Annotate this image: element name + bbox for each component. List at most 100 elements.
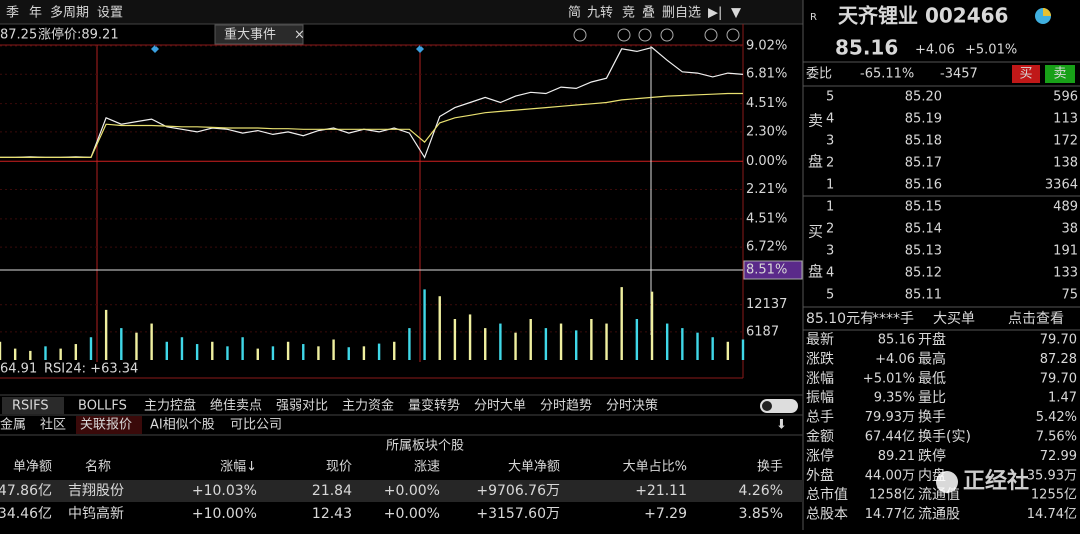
stat-label: 最高	[918, 350, 946, 367]
volume-bar	[650, 291, 654, 360]
volume-bar	[347, 347, 350, 360]
indicator-tab[interactable]: 主力资金	[342, 398, 394, 414]
table-cell: +21.11	[635, 483, 687, 499]
indicator-tab[interactable]: 绝佳卖点	[210, 398, 262, 414]
volume-bar	[302, 344, 305, 360]
toolbar-item: 叠	[642, 6, 655, 21]
book-price: 85.18	[905, 134, 942, 149]
book-price: 85.12	[905, 266, 942, 281]
y-tick-label: 8.51%	[746, 263, 787, 278]
icon[interactable]: ▼	[731, 6, 741, 21]
toolbar-item: 竞	[622, 5, 635, 21]
related-tab[interactable]: 金属	[0, 417, 26, 433]
volume-bar	[180, 337, 184, 360]
stat-label: 流通股	[918, 507, 960, 523]
indicator-tab[interactable]: 主力控盘	[144, 398, 196, 414]
stat-label: 换手(实)	[918, 428, 971, 445]
sell-button[interactable]	[1045, 65, 1075, 83]
indicator-tab[interactable]: 量变转势	[408, 398, 460, 414]
volume-bar	[135, 332, 138, 360]
stat-label: 最新	[806, 332, 834, 348]
book-level: 5	[826, 90, 834, 105]
buy-button[interactable]	[1012, 65, 1040, 83]
volume-bar	[44, 346, 47, 360]
book-volume: 113	[1053, 112, 1078, 127]
price-line	[0, 92, 743, 158]
volume-bar	[468, 314, 472, 360]
stat-value: 14.74亿	[1027, 507, 1077, 522]
tool-icons	[573, 28, 740, 42]
book-price: 85.11	[905, 288, 942, 303]
volume-bar	[408, 328, 411, 360]
stat-value: 5.42%	[1036, 410, 1077, 425]
indicator-tab[interactable]: 分时趋势	[540, 398, 592, 414]
book-level: 3	[826, 244, 834, 259]
weicha: -3457	[940, 67, 978, 82]
icon[interactable]: ▶|	[708, 6, 722, 21]
volume-bar	[681, 328, 684, 360]
stat-label: 金额	[806, 429, 834, 445]
table-cell: 21.84	[312, 483, 352, 499]
big-order-text: 大买单	[933, 311, 975, 327]
volume-bar	[590, 319, 593, 360]
book-side-label: 盘	[808, 263, 823, 281]
close-icon[interactable]: ×	[294, 28, 305, 43]
market-flag: R	[810, 12, 817, 23]
book-level: 5	[826, 288, 834, 303]
stat-label: 外盘	[806, 467, 834, 484]
volume-bar	[453, 319, 457, 360]
volume-bar	[104, 309, 108, 360]
indicator-tab[interactable]: 分时决策	[606, 398, 658, 414]
book-volume: 191	[1053, 244, 1078, 259]
stat-label: 换手	[918, 409, 946, 426]
volume-bar	[286, 341, 290, 360]
volume-bar	[665, 323, 669, 360]
related-tab[interactable]: AI相似个股	[150, 418, 215, 433]
stat-label: 量比	[918, 390, 946, 406]
indicator-tab[interactable]: BOLLFS	[78, 399, 127, 414]
stat-value: 79.70	[1040, 333, 1077, 348]
event-tab[interactable]	[214, 24, 304, 45]
y-tick-label: 2.21%	[746, 182, 787, 197]
indicator-tab[interactable]: RSIFS	[12, 399, 49, 414]
book-level: 2	[826, 222, 834, 237]
stat-value: +5.01%	[863, 371, 915, 386]
related-tab[interactable]: 关联报价	[80, 418, 132, 433]
y-tick-label: 0.00%	[746, 154, 787, 169]
stock-name: 天齐锂业 002466	[838, 4, 1008, 28]
price-pct: +5.01%	[965, 43, 1017, 58]
volume-bar	[635, 319, 639, 360]
stat-value: 14.77亿	[865, 507, 915, 522]
book-volume: 133	[1053, 266, 1078, 281]
table-cell: +10.03%	[192, 483, 257, 499]
stat-value: +4.06	[875, 352, 915, 367]
column-header: 涨速	[414, 460, 440, 475]
volume-bar	[226, 346, 229, 360]
stat-label: 涨幅	[806, 371, 834, 387]
volume-bar	[423, 289, 426, 360]
column-header: 大单净额	[508, 460, 560, 475]
table-cell: 12.43	[312, 506, 352, 522]
volume-bar	[559, 323, 563, 360]
book-side-label: 卖	[808, 112, 823, 130]
download-icon[interactable]: ⬇	[776, 418, 787, 433]
toolbar-item: 多周期	[50, 5, 89, 21]
stat-value: 35.93万	[1027, 468, 1077, 483]
volume-bar	[696, 332, 699, 360]
stat-value: 87.28	[1040, 352, 1077, 367]
book-volume: 75	[1061, 288, 1078, 303]
toggle-knob	[762, 401, 772, 411]
indicator-tab[interactable]: 分时大单	[474, 399, 526, 414]
y-tick-label: 9.02%	[746, 39, 787, 54]
big-order-text: 点击查看	[1008, 311, 1064, 327]
stat-value: 72.99	[1040, 449, 1077, 464]
volume-bar	[711, 337, 714, 360]
stat-value: 7.56%	[1036, 430, 1077, 445]
indicator-tab[interactable]: 强弱对比	[276, 399, 328, 414]
table-cell: +10.00%	[192, 506, 257, 522]
related-tab[interactable]: 社区	[40, 417, 66, 433]
related-tab[interactable]: 可比公司	[230, 418, 282, 433]
